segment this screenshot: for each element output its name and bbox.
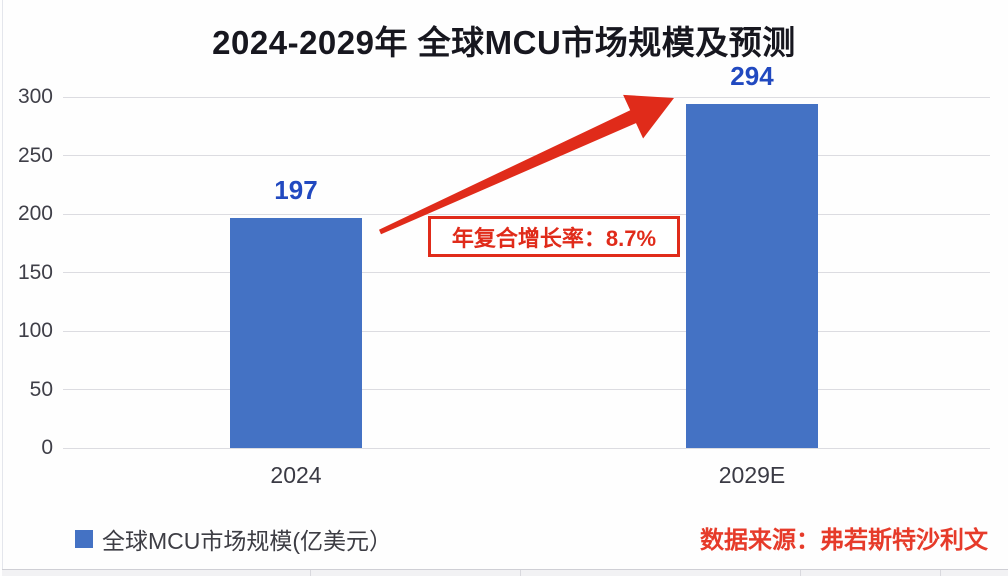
legend-swatch-icon <box>75 530 93 548</box>
data-source-note: 数据来源：弗若斯特沙利文 <box>700 527 988 554</box>
y-tick-label: 0 <box>41 436 53 459</box>
gridline <box>63 389 990 390</box>
table-divider <box>940 570 941 576</box>
bar-2029E <box>686 104 818 448</box>
left-edge-line <box>2 0 3 571</box>
legend-label: 全球MCU市场规模(亿美元） <box>102 528 393 554</box>
x-tick-label-2024: 2024 <box>270 462 322 488</box>
gridline <box>63 272 990 273</box>
gridline <box>63 155 990 156</box>
gridline <box>63 213 990 215</box>
y-tick-label: 250 <box>17 143 53 167</box>
cropped-table-edge <box>2 569 1008 576</box>
bar-2024 <box>230 217 362 448</box>
table-divider <box>520 570 521 576</box>
gridline <box>63 447 990 449</box>
legend: 全球MCU市场规模(亿美元） <box>75 522 392 556</box>
bar-value-label-2024: 197 <box>274 174 318 205</box>
y-tick-label: 300 <box>17 85 53 108</box>
gridline <box>63 96 990 98</box>
plot-area: 0 50 100 150 200 250 300 197 2024 294 2029E <box>18 61 990 488</box>
cagr-annotation-box: 年复合增长率：8.7% <box>428 216 680 257</box>
y-tick-label: 100 <box>17 319 53 342</box>
table-divider <box>310 570 311 576</box>
y-tick-label: 150 <box>17 260 53 284</box>
gridline <box>63 330 990 332</box>
bar-value-label-2029E: 294 <box>730 61 774 92</box>
table-divider <box>800 570 801 576</box>
x-tick-label-2029E: 2029E <box>718 462 786 488</box>
chart-title: 2024-2029年 全球MCU市场规模及预测 <box>212 24 796 61</box>
cagr-annotation-text: 年复合增长率：8.7% <box>451 225 657 251</box>
y-tick-label: 200 <box>17 202 53 225</box>
y-tick-label: 50 <box>29 377 53 401</box>
